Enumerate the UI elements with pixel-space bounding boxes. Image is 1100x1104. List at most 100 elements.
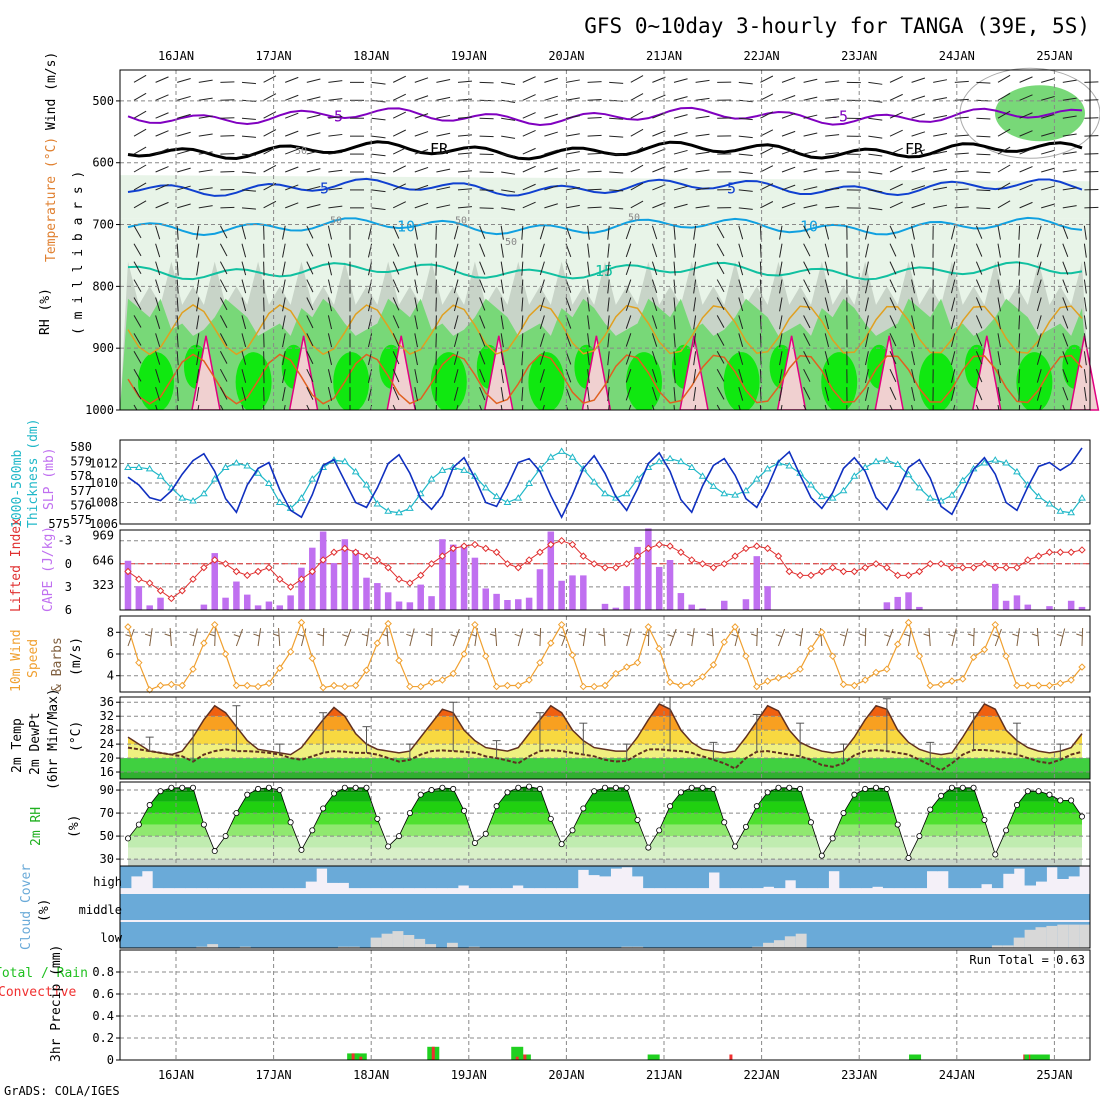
wind10-barb	[757, 628, 758, 646]
cloud-low-base	[894, 922, 905, 948]
rh-point	[288, 820, 293, 825]
cloud-low-base	[262, 922, 273, 948]
rh-point	[266, 785, 271, 790]
cape-bar	[537, 569, 544, 610]
li-point	[960, 565, 966, 571]
cloud-low-base	[196, 922, 207, 948]
cloud-low-base	[360, 922, 371, 948]
thickness-label-b: Thickness (dm)	[26, 418, 41, 528]
rh-point	[407, 810, 412, 815]
li-point	[938, 561, 944, 567]
cloud-low-base	[807, 922, 818, 948]
bottom-date-label: 19JAN	[451, 1068, 487, 1082]
wind10-barb	[670, 629, 676, 646]
cloud-high-bar	[556, 866, 567, 888]
cape-bar	[233, 582, 240, 610]
wind-tick: 8	[107, 625, 114, 639]
li-point	[667, 543, 673, 549]
rh-point	[190, 785, 195, 790]
rh-point	[375, 816, 380, 821]
cloud-middle-bar	[948, 894, 959, 920]
cloud-middle-bar	[414, 894, 425, 920]
cloud-low-base	[164, 922, 175, 948]
wind10-point	[298, 620, 304, 626]
cape-bar	[298, 568, 305, 610]
wind10-point	[938, 681, 944, 687]
rh-point	[906, 855, 911, 860]
rh-point	[830, 836, 835, 841]
rh-point	[938, 793, 943, 798]
cloud-low-base	[698, 922, 709, 948]
wind10-barb-flag	[559, 635, 565, 637]
cloud-low-base	[981, 922, 992, 948]
wind10-point	[624, 664, 630, 670]
wind10-barb	[170, 628, 171, 646]
cloud-low-bar	[414, 939, 425, 948]
cloud-high-bar	[665, 866, 676, 888]
cloud-low-bar	[1046, 926, 1057, 948]
cloud-low-base	[283, 922, 294, 948]
cloud-low-base	[556, 922, 567, 948]
cloud-middle-bar	[1014, 894, 1025, 920]
wind10-barb-flag	[884, 635, 890, 637]
cloud-middle-bar	[709, 894, 720, 920]
cloud-middle-bar	[643, 894, 654, 920]
cloud-middle-bar	[251, 894, 262, 920]
precip-total-label: Total / Rain	[0, 966, 88, 981]
rh-point	[722, 820, 727, 825]
wind10-barb	[1060, 629, 1064, 646]
cloud-high-bar	[207, 866, 218, 888]
rh-point	[527, 784, 532, 789]
cloud-low-base	[469, 922, 480, 948]
rh-point	[863, 786, 868, 791]
wind10-point	[168, 681, 174, 687]
cloud-high-bar	[567, 866, 578, 888]
cloud-low-bar	[1057, 925, 1068, 948]
li-point	[949, 565, 955, 571]
cloud-high-bar	[807, 866, 818, 888]
cape-bar	[1046, 606, 1053, 610]
top-date-label: 25JAN	[1036, 49, 1072, 63]
cloud-low-base	[905, 922, 916, 948]
rh-point	[255, 786, 260, 791]
wind10-point	[645, 624, 651, 630]
rh-point	[852, 792, 857, 797]
cloud-low-bar	[1068, 925, 1079, 948]
wind10-point	[580, 684, 586, 690]
wind10-point	[841, 681, 847, 687]
cloud-low-base	[294, 922, 305, 948]
cloud-low-base	[251, 922, 262, 948]
li-point	[971, 565, 977, 571]
wind10-point	[244, 682, 250, 688]
wind10-point	[689, 680, 695, 686]
li-tick: 6	[65, 603, 72, 617]
thickness-point	[1046, 501, 1052, 506]
rh-point	[776, 785, 781, 790]
cross-rh-label: RH (%)	[38, 288, 53, 335]
rh-bright-blob	[236, 352, 272, 412]
rh-point	[635, 817, 640, 822]
rh-point	[245, 792, 250, 797]
cape-bar	[667, 560, 674, 610]
wind10-point	[504, 682, 510, 688]
wind10-barb-flag	[317, 634, 323, 636]
cloud-low-base	[185, 922, 196, 948]
cloud-high-bar	[676, 866, 687, 888]
wind10-point	[158, 682, 164, 688]
wind10-barb-flag	[426, 634, 432, 636]
rh-point	[212, 848, 217, 853]
wind10-point	[429, 679, 435, 685]
cape-bar	[472, 558, 479, 610]
wind10-point	[1057, 680, 1063, 686]
contour-label: 50	[505, 237, 517, 248]
wind-tick: 4	[107, 669, 114, 683]
slp-label: SLP (mb)	[42, 447, 57, 510]
cloud-high-bar	[981, 866, 992, 884]
cloud-high-bar	[240, 866, 251, 888]
wind10-point	[320, 685, 326, 691]
cloud-high-bar	[447, 866, 458, 888]
thickness-point	[277, 499, 283, 504]
thickness-label-a: 1000-500mb	[10, 450, 25, 528]
li-point	[613, 565, 619, 571]
rh-point	[841, 810, 846, 815]
